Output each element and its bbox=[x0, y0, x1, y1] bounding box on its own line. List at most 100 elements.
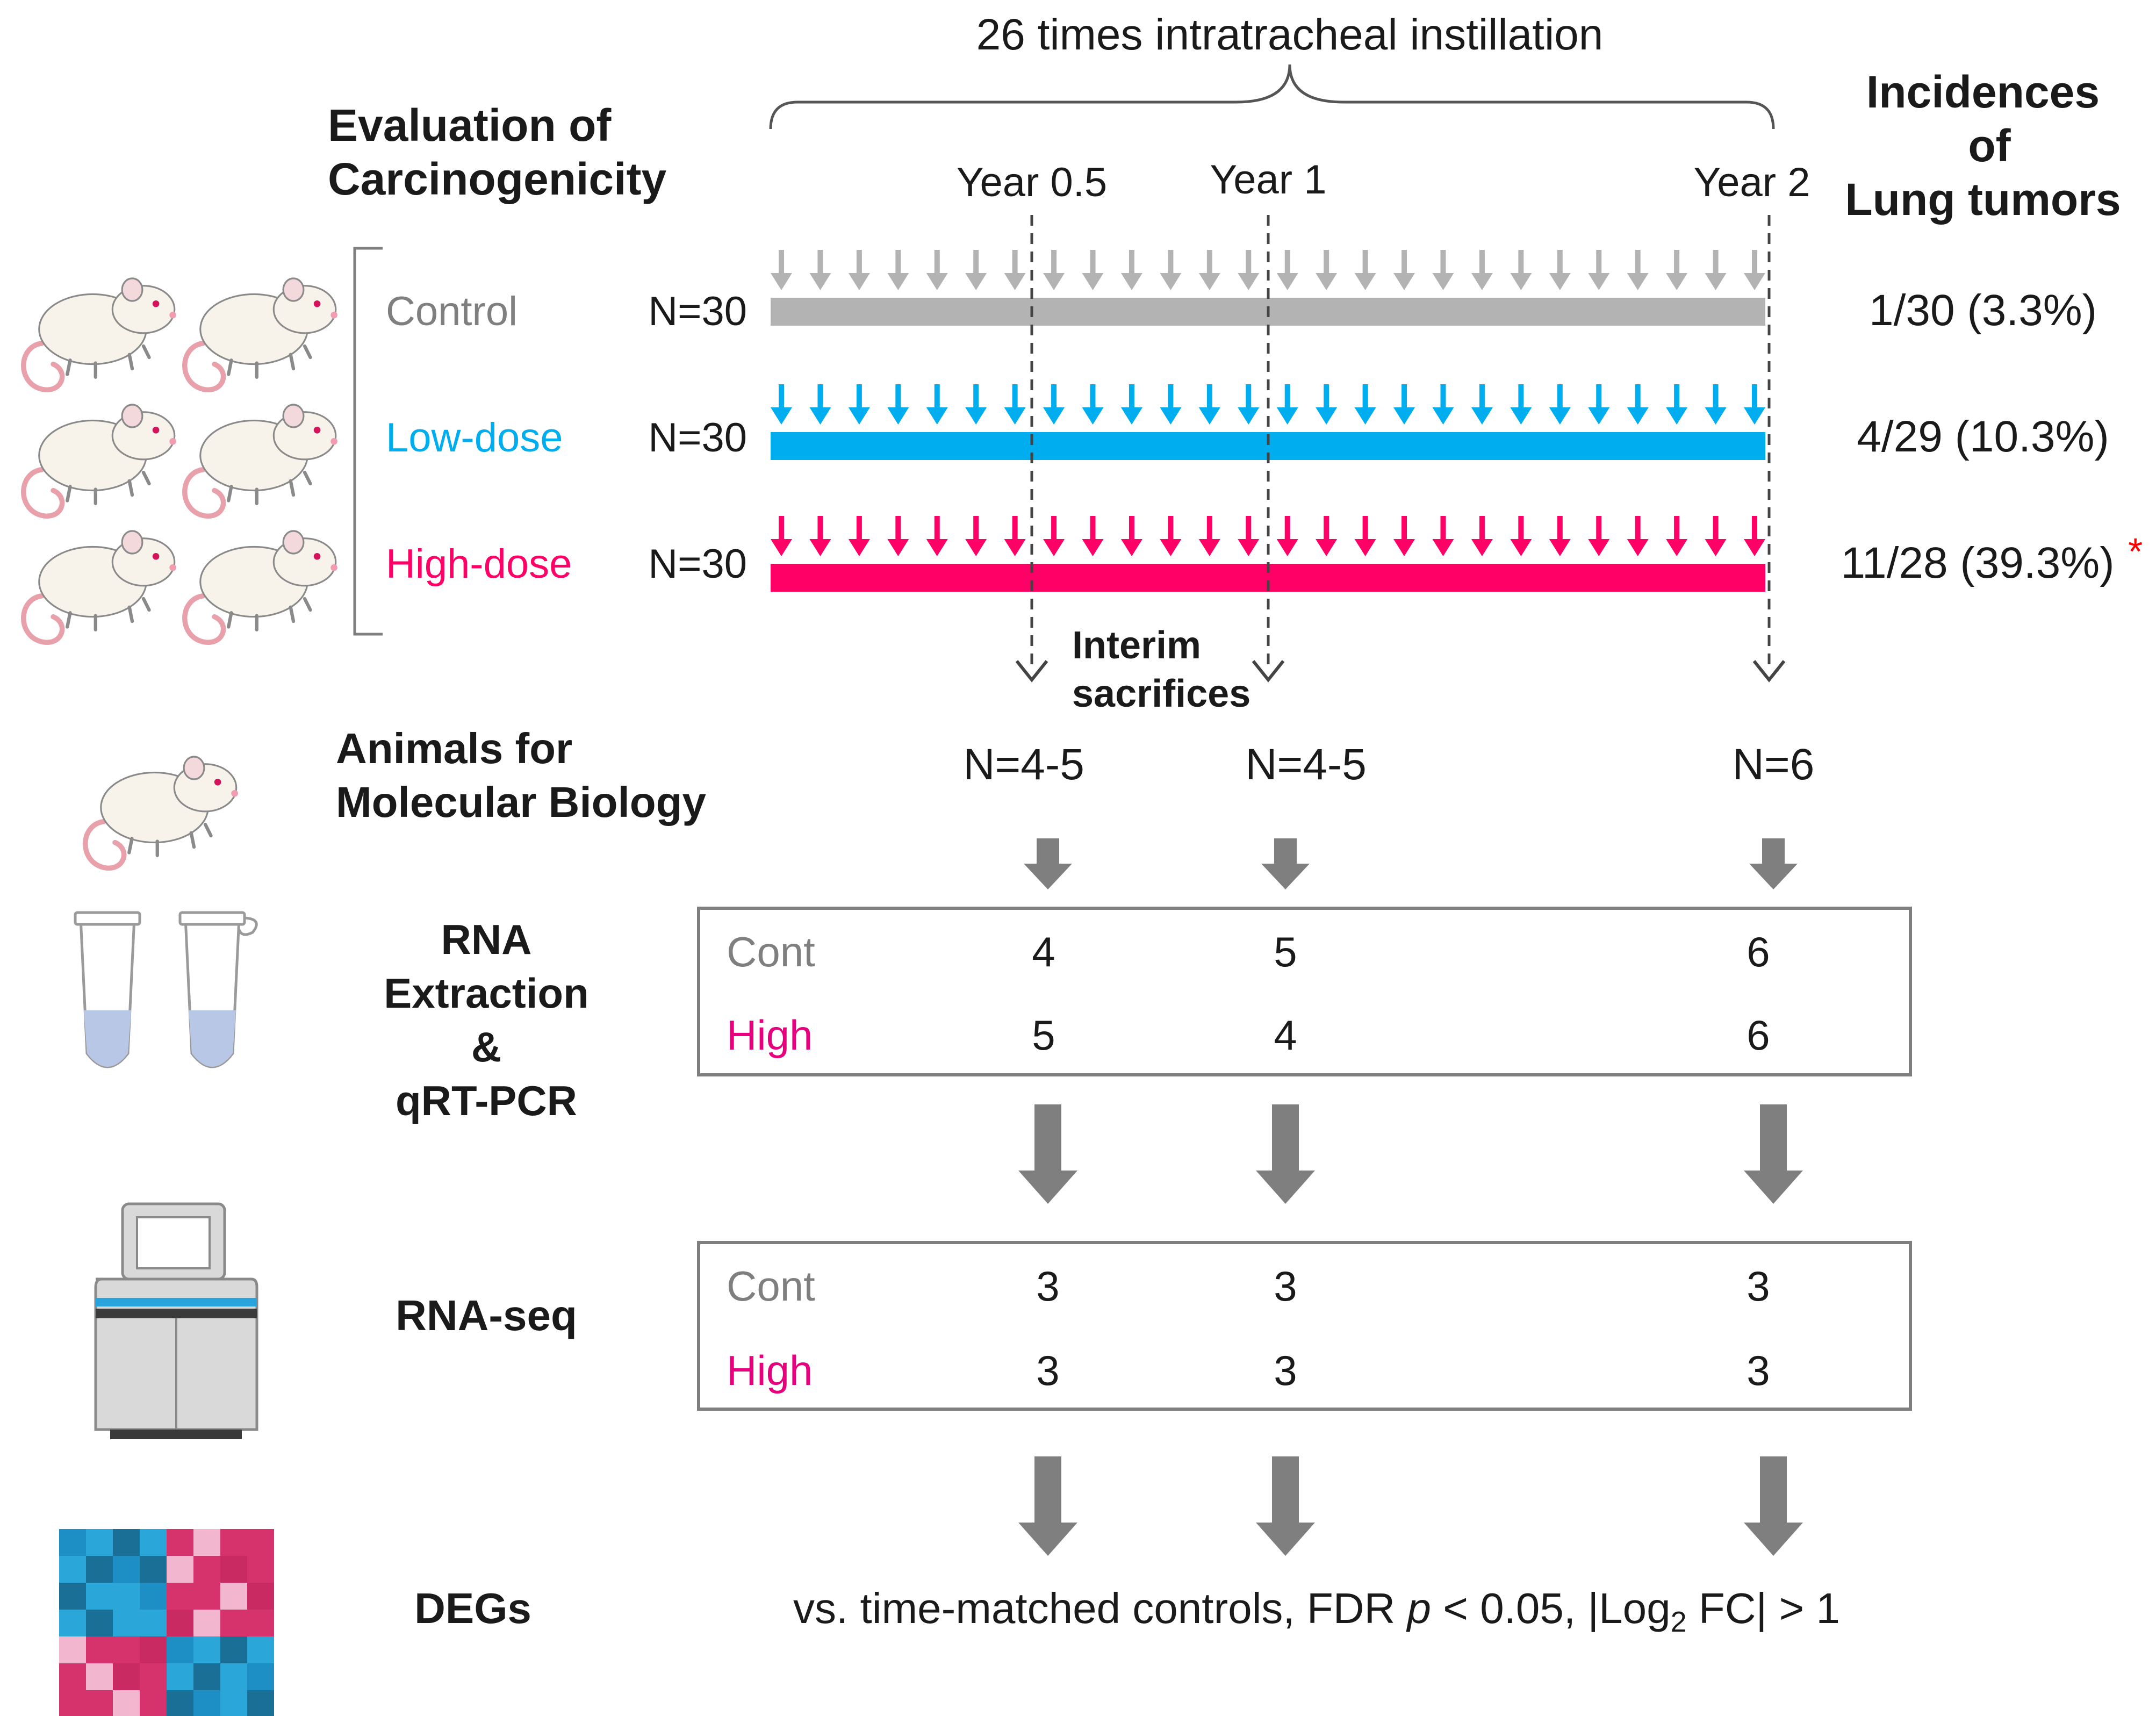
instillation-arrowhead bbox=[1354, 539, 1376, 556]
heatmap-cell bbox=[86, 1663, 113, 1690]
instillation-arrowhead bbox=[1510, 539, 1532, 556]
heatmap-cell bbox=[193, 1690, 220, 1716]
incidence-title-line: Incidences bbox=[1866, 67, 2100, 117]
table-cell: 3 bbox=[1036, 1347, 1059, 1394]
instillation-arrowhead bbox=[1588, 273, 1610, 290]
instillation-arrowhead bbox=[1627, 539, 1649, 556]
heatmap-cell bbox=[193, 1583, 220, 1610]
flow-arrow bbox=[1744, 1456, 1803, 1556]
heatmap-icon bbox=[59, 1529, 274, 1716]
table-cell: 4 bbox=[1032, 928, 1055, 975]
group-n: N=30 bbox=[648, 415, 747, 461]
instillation-arrowhead bbox=[1705, 273, 1727, 290]
table-cell: 3 bbox=[1036, 1262, 1059, 1310]
instillation-arrowhead bbox=[1276, 273, 1298, 290]
rat-icon bbox=[185, 405, 337, 516]
table-cell: 3 bbox=[1747, 1262, 1770, 1310]
heatmap-cell bbox=[113, 1610, 140, 1636]
timepoint-label: Year 2 bbox=[1694, 160, 1810, 205]
instillation-arrowhead bbox=[1744, 407, 1765, 425]
table-cell: 3 bbox=[1274, 1347, 1297, 1394]
heatmap-cell bbox=[220, 1556, 247, 1583]
incidence-title-line: of bbox=[1968, 120, 2011, 171]
tube-icon bbox=[74, 911, 141, 1068]
instillation-arrowhead bbox=[848, 273, 870, 290]
instillation-arrowhead bbox=[1198, 539, 1220, 556]
evaluation-title-line: Carcinogenicity bbox=[328, 154, 666, 204]
heatmap-cell bbox=[220, 1583, 247, 1610]
incidence-title: Incidences of Lung tumors bbox=[1845, 67, 2121, 225]
instillation-arrowhead bbox=[1705, 539, 1727, 556]
evaluation-title-line: Evaluation of bbox=[328, 100, 612, 150]
instillation-arrowhead bbox=[1198, 273, 1220, 290]
heatmap-cell bbox=[86, 1529, 113, 1556]
criteria-mid: < 0.05, |Log bbox=[1431, 1584, 1671, 1632]
heatmap-cell bbox=[167, 1583, 193, 1610]
instillation-arrowhead bbox=[1160, 407, 1182, 425]
rna-extraction-title: RNA Extraction & qRT-PCR bbox=[384, 916, 588, 1124]
instillation-arrowhead bbox=[965, 407, 987, 425]
heatmap-cell bbox=[140, 1556, 167, 1583]
brace-label: 26 times intratracheal instillation bbox=[976, 10, 1604, 59]
degs-criteria: vs. time-matched controls, FDR p < 0.05,… bbox=[793, 1584, 1840, 1638]
row-label-high: High bbox=[727, 1011, 813, 1059]
instillation-arrowhead bbox=[1471, 539, 1493, 556]
instillation-arrowhead bbox=[887, 407, 909, 425]
flow-arrow bbox=[1018, 1456, 1077, 1556]
heatmap-cell bbox=[220, 1663, 247, 1690]
heatmap-cell bbox=[247, 1610, 274, 1636]
group-n: N=30 bbox=[648, 541, 747, 587]
table-cell: 4 bbox=[1274, 1011, 1297, 1059]
molecular-count: N=4-5 bbox=[1245, 740, 1367, 789]
instillation-arrowhead bbox=[1666, 407, 1688, 425]
instillation-arrowhead bbox=[1549, 539, 1571, 556]
row-label-cont: Cont bbox=[727, 1262, 815, 1310]
instillation-arrowhead bbox=[1160, 273, 1182, 290]
criteria-prefix: vs. time-matched controls, FDR bbox=[793, 1584, 1407, 1632]
table-cell: 5 bbox=[1032, 1011, 1055, 1059]
incidence-value: 1/30 (3.3%) bbox=[1869, 286, 2097, 335]
heatmap-cell bbox=[193, 1663, 220, 1690]
instillation-arrowhead bbox=[1549, 407, 1571, 425]
heatmap-cell bbox=[113, 1556, 140, 1583]
heatmap-cell bbox=[220, 1529, 247, 1556]
instillation-arrowhead bbox=[1588, 539, 1610, 556]
interim-label: Interim sacrifices bbox=[1072, 624, 1251, 715]
instillation-arrowhead bbox=[809, 539, 831, 556]
instillation-arrowhead bbox=[1666, 273, 1688, 290]
instillation-arrowhead bbox=[1004, 539, 1026, 556]
instillation-arrowhead bbox=[1198, 407, 1220, 425]
heatmap-cell bbox=[59, 1663, 86, 1690]
instillation-arrowhead bbox=[1432, 407, 1454, 425]
heatmap-cell bbox=[247, 1583, 274, 1610]
instillation-arrowhead bbox=[1082, 273, 1104, 290]
heatmap-cell bbox=[220, 1636, 247, 1663]
table-cell: 5 bbox=[1274, 928, 1297, 975]
heatmap-cell bbox=[86, 1690, 113, 1716]
instillation-arrowhead bbox=[1744, 539, 1765, 556]
heatmap-cell bbox=[247, 1529, 274, 1556]
heatmap-cell bbox=[59, 1636, 86, 1663]
heatmap-cell bbox=[247, 1556, 274, 1583]
instillation-arrowhead bbox=[1393, 539, 1415, 556]
heatmap-cell bbox=[220, 1690, 247, 1716]
heatmap-cell bbox=[193, 1529, 220, 1556]
heatmap-cell bbox=[193, 1556, 220, 1583]
degs-title: DEGs bbox=[414, 1584, 531, 1632]
molecular-title-line: Animals for bbox=[336, 724, 572, 772]
group-label-high: High-dose bbox=[386, 541, 572, 587]
instillation-arrowhead bbox=[809, 273, 831, 290]
incidence-value: 4/29 (10.3%) bbox=[1857, 412, 2109, 461]
instillation-arrowhead bbox=[1120, 407, 1142, 425]
heatmap-cell bbox=[167, 1529, 193, 1556]
instillation-arrowhead bbox=[926, 539, 948, 556]
flow-arrow bbox=[1261, 838, 1310, 889]
instillation-arrowhead bbox=[1354, 273, 1376, 290]
sacrifice-arrowhead bbox=[1252, 660, 1285, 683]
molecular-count: N=6 bbox=[1733, 740, 1815, 789]
significance-star: * bbox=[2128, 530, 2143, 572]
heatmap-cell bbox=[113, 1690, 140, 1716]
heatmap-cell bbox=[247, 1690, 274, 1716]
table-cell: 6 bbox=[1747, 928, 1770, 975]
heatmap-cell bbox=[140, 1529, 167, 1556]
